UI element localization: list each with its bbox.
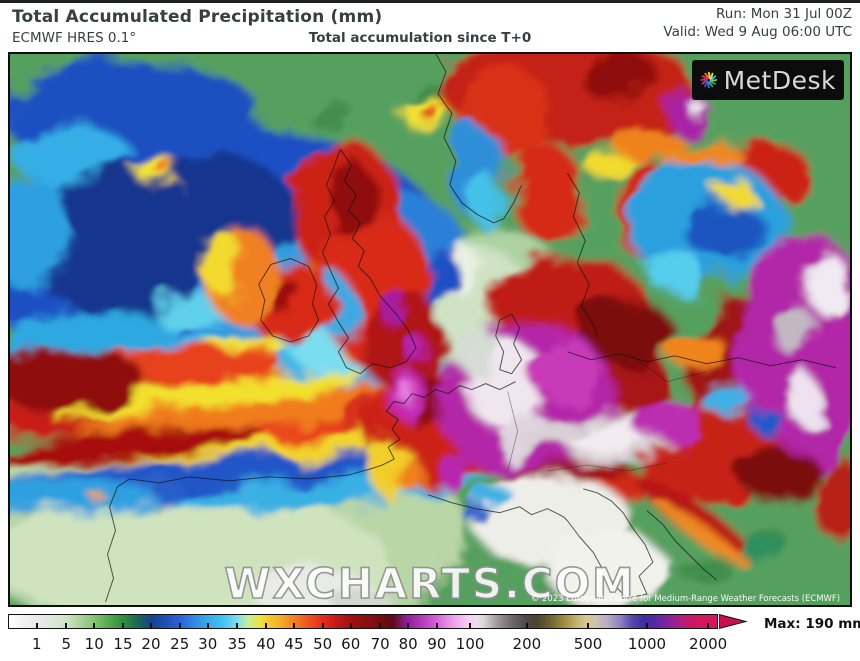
precipitation-legend: 1 5 10 15 20 25 30 35 40 45 50 60 70 80 90 100 200 500 100…	[8, 610, 860, 660]
wxcharts-watermark: WXCHARTS.COM	[224, 559, 635, 605]
legend-tick-label: 1000	[627, 635, 667, 653]
legend-tick-label: 40	[256, 635, 276, 653]
legend-tick-label: 90	[427, 635, 447, 653]
legend-tick-mark	[292, 623, 295, 629]
legend-tick-mark	[236, 623, 239, 629]
legend-tick-mark	[65, 623, 68, 629]
legend-tick-label: 35	[227, 635, 247, 653]
legend-tick-label: 2000	[689, 635, 728, 653]
legend-tick-label: 1	[31, 635, 42, 653]
legend-colorbar	[8, 614, 718, 629]
legend-tick-label: 30	[198, 635, 218, 653]
legend-tick-label: 10	[84, 635, 104, 653]
legend-tick-mark	[349, 623, 352, 629]
legend-tick-mark	[93, 623, 96, 629]
copyright-text: © 2023 European Centre for Medium-Range …	[531, 593, 840, 603]
legend-tick-label: 20	[141, 635, 161, 653]
legend-arrow	[719, 614, 747, 629]
precipitation-field: WXCHARTS.COM © 2023 European Centre for …	[10, 54, 850, 605]
legend-max-label: Max: 190 mm	[764, 616, 860, 632]
legend-tick-label: 200	[512, 635, 542, 653]
legend-tick-label: 60	[341, 635, 361, 653]
legend-tick-label: 15	[113, 635, 133, 653]
legend-tick-label: 45	[284, 635, 304, 653]
precipitation-blobs	[10, 54, 850, 605]
metdesk-logo: MetDesk	[692, 60, 844, 100]
legend-tick-mark	[525, 623, 528, 629]
legend-tick-mark	[645, 623, 648, 629]
legend-tick-mark	[379, 623, 382, 629]
legend-tick-mark	[587, 623, 590, 629]
legend-tick-mark	[149, 623, 152, 629]
legend-tick-label: 70	[370, 635, 390, 653]
legend-tick-mark	[707, 623, 710, 629]
coastlines	[105, 54, 837, 603]
precipitation-map: WXCHARTS.COM © 2023 European Centre for …	[8, 52, 852, 607]
legend-scale: 1 5 10 15 20 25 30 35 40 45 50 60 70 80 90 100 200 500 100…	[8, 610, 747, 660]
legend-tick-label: 25	[170, 635, 190, 653]
legend-tick-mark	[264, 623, 267, 629]
metdesk-pinwheel-icon	[700, 71, 718, 89]
legend-tick-mark	[35, 623, 38, 629]
valid-time-label: Valid: Wed 9 Aug 06:00 UTC	[663, 24, 852, 40]
metdesk-logo-text: MetDesk	[723, 65, 836, 95]
legend-tick-mark	[407, 623, 410, 629]
page-title: Total Accumulated Precipitation (mm)	[12, 7, 383, 27]
legend-tick-label: 5	[61, 635, 71, 653]
legend-tick-label: 80	[398, 635, 418, 653]
accumulation-subtitle: Total accumulation since T+0	[308, 30, 532, 46]
run-time-label: Run: Mon 31 Jul 00Z	[716, 6, 852, 22]
legend-tick-label: 50	[313, 635, 333, 653]
legend-tick-mark	[469, 623, 472, 629]
legend-tick-label: 500	[573, 635, 603, 653]
legend-tick-mark	[121, 623, 124, 629]
legend-tick-mark	[178, 623, 181, 629]
legend-tick-mark	[206, 623, 209, 629]
model-label: ECMWF HRES 0.1°	[12, 30, 137, 46]
top-border-strip	[0, 0, 860, 3]
legend-tick-label: 100	[455, 635, 485, 653]
legend-tick-mark	[321, 623, 324, 629]
legend-tick-mark	[435, 623, 438, 629]
